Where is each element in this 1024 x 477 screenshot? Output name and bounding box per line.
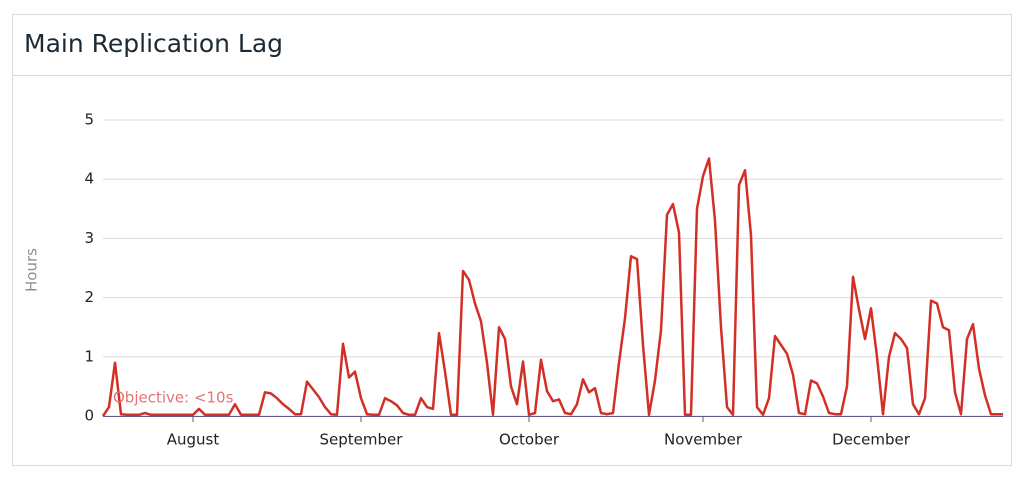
y-tick-label: 3	[84, 229, 94, 247]
x-tick-label: August	[167, 431, 220, 449]
y-tick-label: 2	[84, 288, 94, 306]
y-axis-label: Hours	[23, 248, 41, 292]
x-tick-label: September	[320, 431, 404, 449]
y-tick-label: 4	[84, 170, 94, 188]
chart-title: Main Replication Lag	[24, 29, 283, 58]
line-series	[101, 157, 1003, 417]
x-tick-label: October	[499, 431, 560, 449]
y-tick-label: 1	[84, 347, 94, 365]
x-tick-label: December	[832, 431, 911, 449]
y-tick-label: 5	[84, 111, 94, 129]
annotation: Objective: <10s	[113, 389, 234, 407]
x-tick-label: November	[664, 431, 743, 449]
y-tick-label: 0	[84, 407, 94, 425]
